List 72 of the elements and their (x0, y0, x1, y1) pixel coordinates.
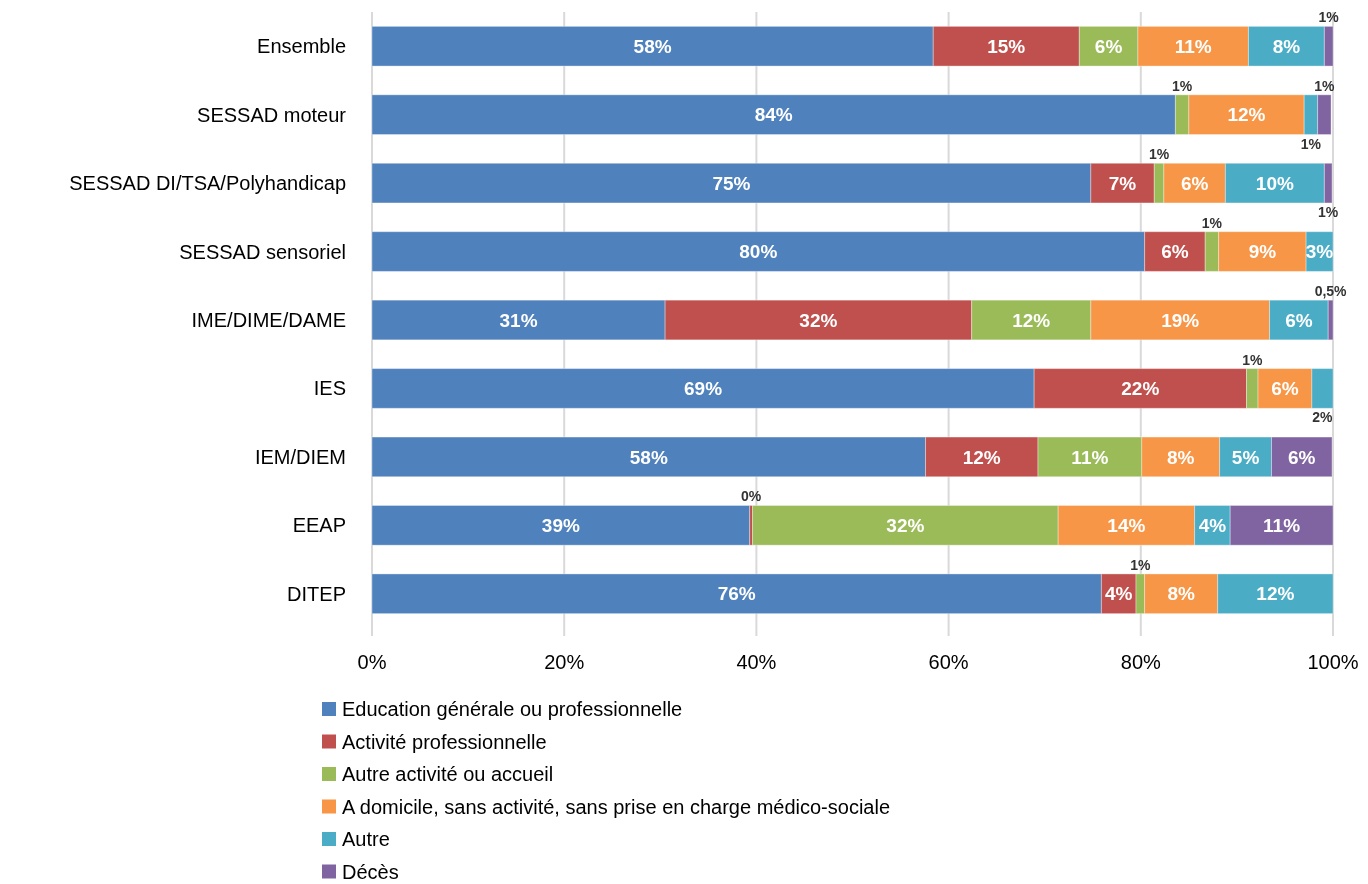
data-label: 1% (1172, 77, 1193, 94)
data-label: 1% (1148, 146, 1170, 163)
data-label: 69% (684, 378, 723, 400)
data-label: 3% (1305, 241, 1334, 263)
data-label: 10% (1255, 172, 1294, 194)
data-label: 1% (1314, 77, 1336, 94)
bar (371, 504, 751, 546)
data-label: 11% (1263, 514, 1301, 536)
data-label: 9% (1248, 241, 1277, 263)
data-label: 15% (987, 35, 1026, 57)
y-tick-label: SESSAD sensoriel (179, 240, 346, 263)
data-label: 4% (1104, 583, 1133, 605)
legend-label: Autre (342, 828, 390, 850)
data-label: 58% (633, 35, 672, 57)
data-label: 32% (886, 514, 925, 536)
data-label: 14% (1107, 514, 1146, 536)
data-label: 1% (1242, 351, 1263, 368)
y-tick-label: Ensemble (257, 35, 346, 58)
data-label: 6% (1094, 35, 1123, 57)
data-label: 11% (1174, 35, 1212, 57)
data-label: 11% (1071, 446, 1109, 468)
data-label: 6% (1180, 172, 1209, 194)
y-tick-label: IEM/DIEM (254, 445, 346, 468)
data-label: 12% (962, 446, 1001, 468)
data-label: 1% (1318, 9, 1340, 26)
data-label: 1% (1201, 214, 1223, 231)
data-label: 80% (739, 241, 778, 263)
data-label: 31% (499, 309, 538, 331)
x-tick-label: 0% (357, 651, 387, 673)
x-tick-label: 40% (736, 651, 777, 673)
data-label: 8% (1166, 446, 1195, 468)
data-label: 12% (1256, 583, 1295, 605)
data-label: 32% (799, 309, 838, 331)
legend-label: Décès (342, 860, 399, 883)
data-label: 5% (1231, 446, 1260, 468)
x-tick-label: 20% (544, 651, 585, 673)
data-label: 76% (717, 583, 756, 605)
legend-label: Activité professionnelle (342, 730, 547, 753)
legend-label: Education générale ou professionnelle (342, 698, 683, 720)
data-label: 7% (1108, 172, 1137, 194)
data-label: 12% (1012, 309, 1051, 331)
y-tick-label: IME/DIME/DAME (191, 309, 346, 331)
x-tick-label: 80% (1120, 651, 1162, 673)
data-label: 6% (1271, 378, 1299, 400)
data-label: 22% (1121, 378, 1160, 400)
y-tick-label: IES (313, 377, 346, 400)
data-label: 2% (1312, 409, 1334, 426)
legend-label: A domicile, sans activité, sans prise en charge médico-sociale (342, 795, 891, 818)
legend-label: Autre activité ou accueil (342, 763, 554, 785)
data-label: 75% (712, 172, 751, 194)
data-label: 1% (1130, 556, 1151, 573)
y-tick-label: EEAP (292, 514, 346, 537)
data-label: 6% (1161, 241, 1189, 263)
data-label: 1% (1300, 135, 1322, 152)
data-label: 58% (629, 446, 668, 468)
data-label: 0% (741, 488, 762, 505)
data-label: 19% (1161, 309, 1200, 331)
y-tick-label: SESSAD DI/TSA/Polyhandicap (69, 172, 346, 195)
data-label: 4% (1198, 514, 1227, 536)
data-label: 6% (1288, 446, 1316, 468)
data-label: 8% (1167, 583, 1195, 605)
data-label: 12% (1227, 104, 1266, 126)
x-tick-label: 100% (1307, 651, 1359, 673)
data-label: 1% (1318, 203, 1339, 220)
data-label: 8% (1272, 35, 1301, 57)
y-tick-label: DITEP (287, 582, 346, 605)
x-tick-label: 60% (928, 651, 969, 673)
data-label: 6% (1285, 309, 1313, 331)
data-label: 39% (541, 514, 580, 536)
y-tick-label: SESSAD moteur (197, 103, 347, 126)
data-label: 84% (754, 104, 793, 126)
data-label: 0,5% (1314, 283, 1348, 300)
